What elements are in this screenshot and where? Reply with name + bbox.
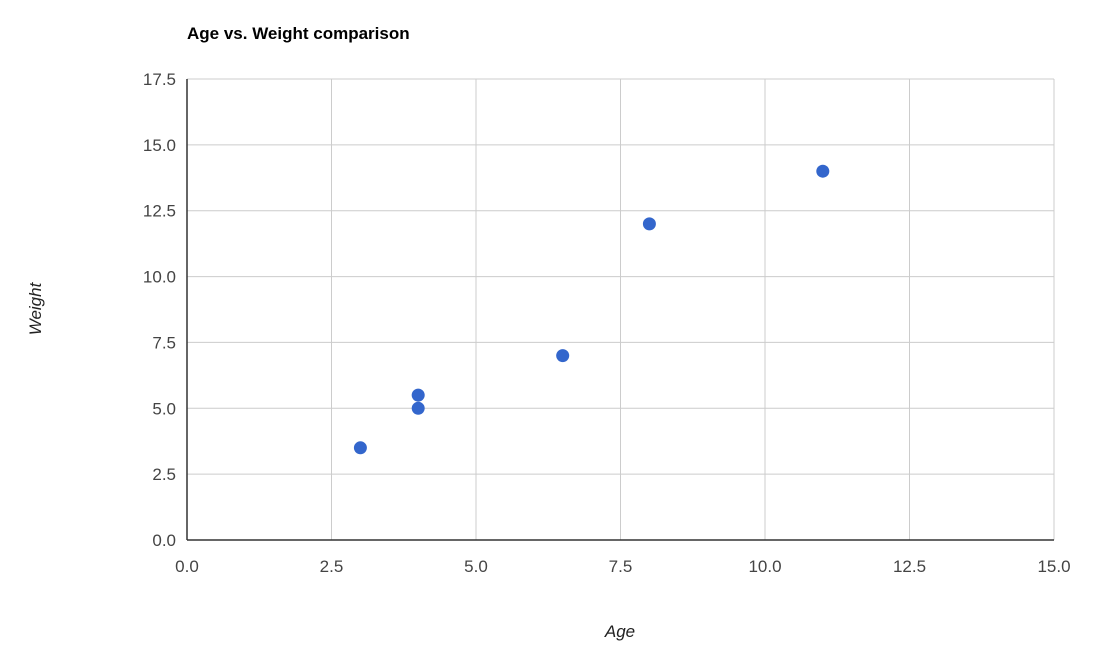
data-point[interactable]: [353, 441, 367, 455]
axes: [186, 79, 1054, 541]
y-tick-label: 5.0: [152, 399, 176, 418]
data-point[interactable]: [411, 401, 425, 415]
y-tick-label: 7.5: [152, 333, 176, 352]
data-point[interactable]: [816, 164, 830, 178]
y-tick-labels: 0.0 2.5 5.0 7.5 10.0 12.5 15.0 17.5: [143, 70, 176, 550]
chart-title: Age vs. Weight comparison: [187, 24, 410, 43]
x-tick-label: 7.5: [609, 557, 633, 576]
y-tick-label: 12.5: [143, 202, 176, 221]
data-point[interactable]: [642, 217, 656, 231]
x-tick-label: 15.0: [1037, 557, 1070, 576]
x-axis-label: Age: [604, 622, 635, 641]
x-tick-label: 12.5: [893, 557, 926, 576]
y-axis-label: Weight: [26, 281, 45, 335]
x-tick-label: 0.0: [175, 557, 199, 576]
y-tick-label: 2.5: [152, 465, 176, 484]
x-tick-label: 5.0: [464, 557, 488, 576]
gridlines: [187, 78, 1055, 540]
y-tick-label: 17.5: [143, 70, 176, 89]
x-tick-labels: 0.0 2.5 5.0 7.5 10.0 12.5 15.0: [175, 557, 1070, 576]
y-tick-label: 0.0: [152, 531, 176, 550]
data-points: [353, 164, 830, 455]
data-point[interactable]: [411, 388, 425, 402]
y-tick-label: 10.0: [143, 268, 176, 287]
x-tick-label: 10.0: [748, 557, 781, 576]
x-tick-label: 2.5: [320, 557, 344, 576]
y-tick-label: 15.0: [143, 136, 176, 155]
data-point[interactable]: [556, 349, 570, 363]
